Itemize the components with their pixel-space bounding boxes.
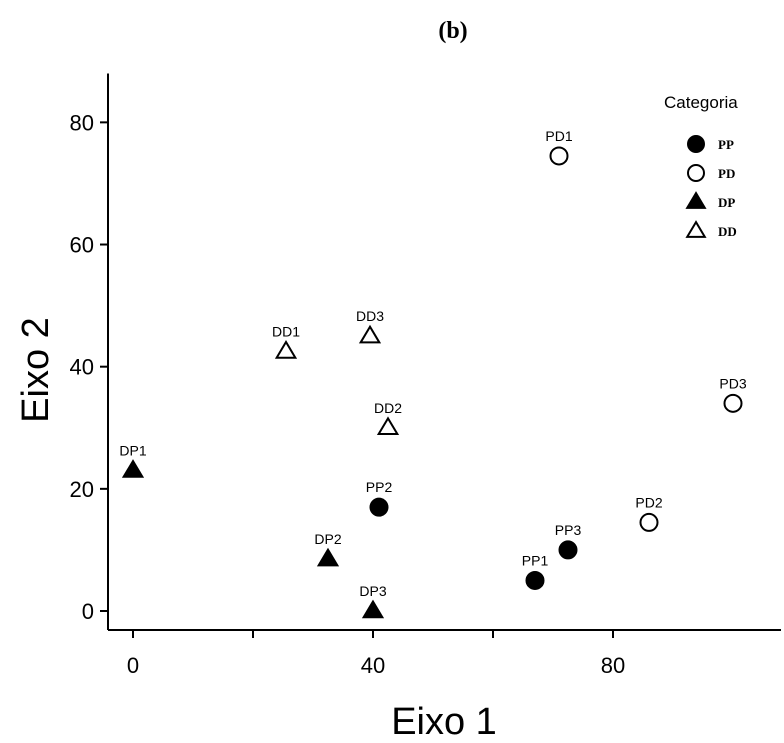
point-label: PD1 [545,128,572,144]
point-pp1 [525,570,545,590]
point-label: PP3 [555,522,582,538]
point-dd1 [274,340,298,359]
legend: Categoria PP PD DP DD [664,93,738,239]
data-points: PP1 PP2 PP3 PD1 PD2 PD3 DP1 DP2 DP3 DD1 DD2 DD3 [119,128,747,619]
y-axis-label: Eixo 2 [15,317,57,423]
point-label: DP2 [314,531,341,547]
point-label: DD3 [356,308,384,324]
point-dd3 [358,324,382,344]
point-label: DP3 [359,583,386,599]
point-pp2 [369,497,389,517]
legend-title: Categoria [664,93,738,112]
point-label: PP2 [366,479,393,495]
point-pd2 [639,512,659,532]
legend-label: PD [718,166,735,181]
y-tick-label: 0 [82,599,94,624]
y-tick-label: 40 [70,355,94,380]
point-dp1 [121,459,145,478]
legend-marker-dp [685,191,707,209]
point-label: PP1 [522,552,549,568]
legend-label: DD [718,224,737,239]
axes: 0 20 40 60 80 0 40 80 [70,73,781,678]
point-label: PD2 [635,494,662,510]
legend-label: PP [718,137,734,152]
legend-marker-dd [685,220,707,238]
legend-marker-pd [687,164,705,182]
panel-label: (b) [438,18,467,44]
point-dd2 [376,416,400,436]
y-tick-label: 20 [70,477,94,502]
point-label: DD2 [374,400,402,416]
point-pd1 [549,146,569,166]
legend-label: DP [718,195,735,210]
x-tick-label: 80 [601,653,625,678]
point-dp3 [361,599,385,619]
point-label: PD3 [719,375,746,391]
point-pp3 [558,540,578,560]
point-dp2 [316,547,340,567]
x-axis-label: Eixo 1 [391,701,497,743]
point-pd3 [723,393,743,413]
legend-marker-pp [687,135,705,153]
y-tick-label: 80 [70,110,94,135]
x-tick-label: 40 [361,653,385,678]
y-tick-label: 60 [70,233,94,258]
point-label: DD1 [272,323,300,339]
x-tick-label: 0 [127,653,139,678]
point-label: DP1 [119,443,146,459]
